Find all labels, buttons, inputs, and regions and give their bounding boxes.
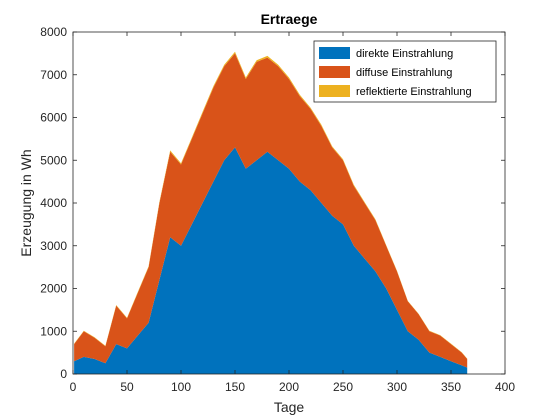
y-tick-label: 7000 [40, 68, 67, 82]
y-tick-label: 8000 [40, 25, 67, 39]
x-tick-label: 150 [225, 380, 245, 394]
legend-label: reflektierte Einstrahlung [356, 86, 472, 98]
x-tick-label: 400 [495, 380, 515, 394]
legend-label: direkte Einstrahlung [356, 48, 453, 60]
x-tick-label: 50 [120, 380, 134, 394]
legend-label: diffuse Einstrahlung [356, 67, 452, 79]
legend-swatch [319, 47, 350, 59]
y-tick-label: 6000 [40, 111, 67, 125]
x-tick-label: 350 [441, 380, 461, 394]
x-tick-label: 300 [387, 380, 407, 394]
x-tick-label: 100 [171, 380, 191, 394]
tick-layer: 0 50 100 150 200 250 300 350 4000100020003000400… [40, 25, 515, 394]
x-tick-label: 0 [70, 380, 77, 394]
area-series-1 [74, 147, 468, 374]
y-tick-label: 1000 [40, 324, 67, 338]
y-tick-label: 0 [60, 367, 67, 381]
x-tick-label: 250 [333, 380, 353, 394]
x-axis-label: Tage [274, 399, 305, 415]
legend-swatch [319, 66, 350, 78]
y-axis-label: Erzeugung in Wh [18, 149, 34, 256]
y-tick-label: 4000 [40, 196, 67, 210]
legend: direkte Einstrahlung diffuse Einstrahlung… [313, 40, 497, 103]
area-layer [74, 51, 468, 374]
y-tick-label: 3000 [40, 239, 67, 253]
y-tick-label: 2000 [40, 282, 67, 296]
legend-swatch [319, 85, 350, 97]
y-tick-label: 5000 [40, 153, 67, 167]
chart-title: Ertraege [261, 11, 318, 27]
x-tick-label: 200 [279, 380, 299, 394]
area-series-2 [74, 53, 468, 368]
